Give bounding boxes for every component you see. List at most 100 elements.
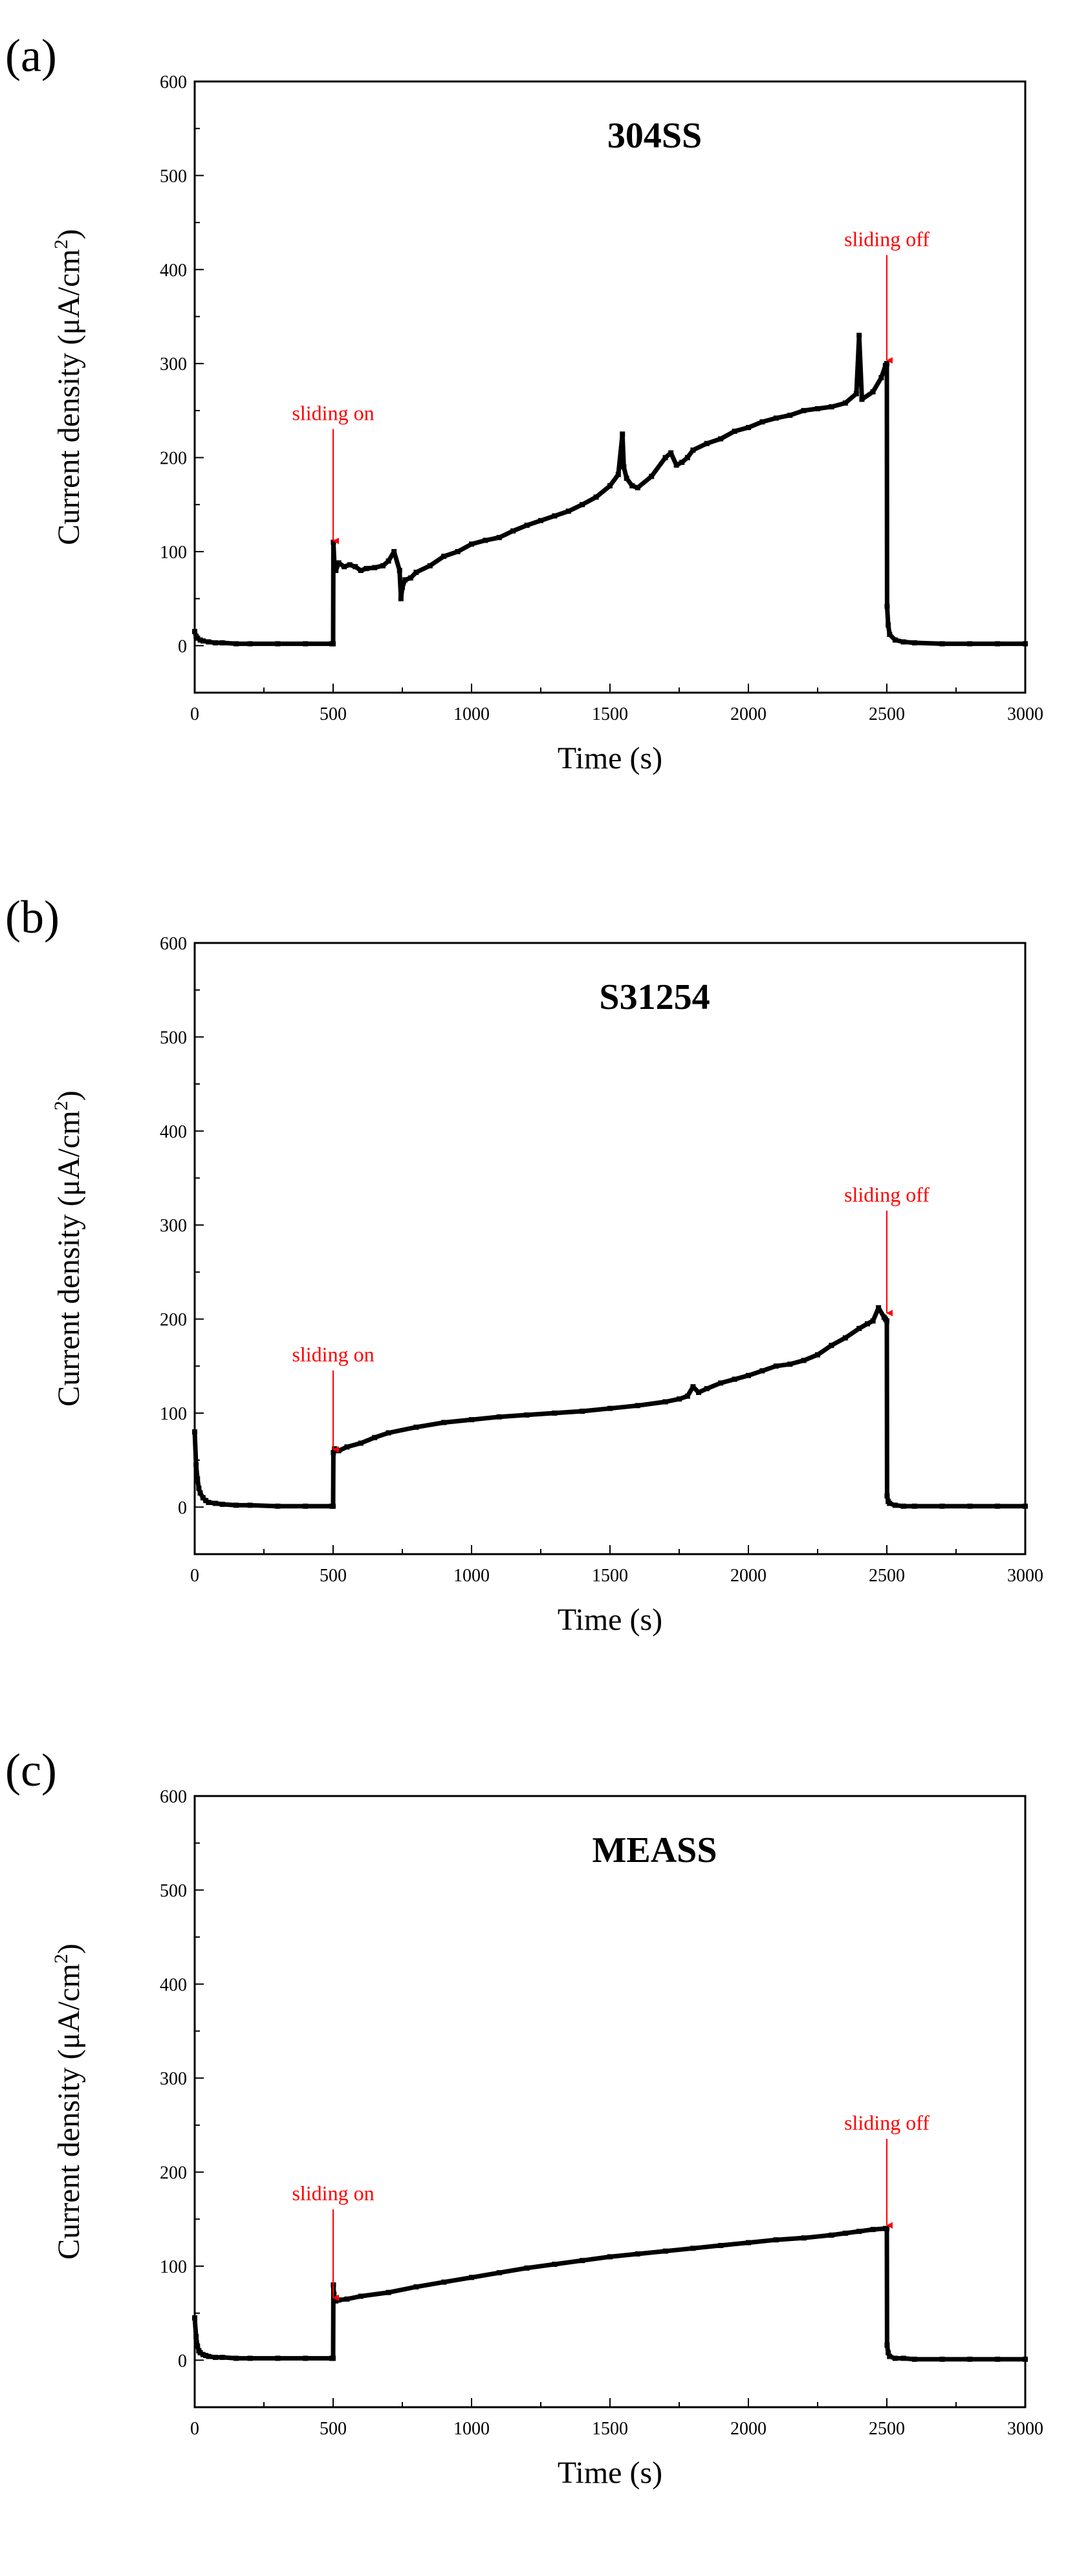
data-point — [884, 1318, 889, 1324]
data-point — [911, 1503, 917, 1509]
annotation-label: sliding off — [844, 227, 930, 250]
data-point — [331, 1503, 336, 1509]
data-point — [995, 641, 1001, 647]
chart-title: S31254 — [599, 977, 710, 1017]
data-point — [856, 1326, 862, 1332]
data-point — [886, 2350, 891, 2355]
data-point — [773, 2237, 779, 2243]
panel-label: (b) — [5, 891, 60, 943]
x-tick-label: 2500 — [869, 1566, 905, 1586]
data-point — [565, 508, 571, 514]
y-tick-label: 0 — [178, 2351, 187, 2371]
data-point — [303, 2355, 309, 2361]
data-point — [787, 413, 793, 418]
data-point — [759, 419, 765, 425]
x-tick-label: 1000 — [453, 2419, 490, 2439]
data-point — [193, 2333, 199, 2339]
data-point — [580, 1409, 585, 1414]
data-point — [870, 389, 876, 395]
data-point — [842, 400, 848, 406]
data-point — [801, 2235, 807, 2241]
data-point — [358, 1440, 364, 1446]
data-point — [413, 2284, 419, 2289]
data-point — [332, 563, 338, 568]
data-point — [455, 548, 461, 554]
data-point — [677, 1396, 682, 1402]
data-point — [892, 1502, 898, 1508]
annotation-label: sliding on — [292, 401, 374, 424]
annotation-label: sliding on — [292, 2181, 374, 2205]
y-tick-label: 200 — [160, 449, 187, 469]
data-point — [892, 637, 898, 643]
data-point — [336, 560, 342, 566]
data-point — [704, 440, 710, 446]
data-point — [662, 455, 668, 460]
data-point — [635, 1403, 640, 1409]
data-point — [336, 1448, 342, 1454]
x-tick-label: 500 — [320, 1566, 347, 1586]
panel-label: (a) — [5, 30, 57, 81]
x-tick-label: 1500 — [592, 1566, 628, 1586]
data-point — [275, 641, 281, 647]
y-tick-label: 600 — [160, 1787, 187, 1807]
data-point — [441, 554, 447, 559]
data-point — [219, 2354, 225, 2360]
data-point — [621, 464, 627, 470]
data-point — [842, 2231, 848, 2236]
chart-panel: (b) 0 100 200 300 400 500 600 0 500 1000 1500 2000 25… — [5, 891, 1043, 1637]
data-point — [580, 2258, 585, 2264]
chart-panel: (c) 0 100 200 300 400 500 600 0 500 1000 1500 2000 25… — [5, 1744, 1043, 2490]
data-point — [303, 1503, 309, 1509]
data-point — [192, 2315, 197, 2321]
data-point — [673, 462, 679, 468]
data-point — [195, 635, 201, 641]
y-axis-label: Current density (μA/cm2) — [50, 1090, 86, 1407]
data-series-line — [192, 333, 1025, 646]
data-point — [372, 565, 378, 570]
data-point — [690, 1384, 696, 1390]
data-point — [398, 596, 404, 601]
annotation-label: sliding off — [844, 2111, 930, 2134]
data-point — [195, 2343, 201, 2349]
data-point — [939, 1503, 945, 1509]
data-point — [801, 407, 807, 413]
y-tick-label: 100 — [160, 2257, 187, 2277]
x-tick-label: 2500 — [869, 704, 905, 724]
data-point — [552, 1410, 558, 1416]
data-point — [773, 1363, 779, 1369]
data-point — [234, 2355, 239, 2361]
data-point — [344, 1444, 350, 1450]
x-tick-label: 2500 — [869, 2419, 905, 2439]
x-tick-label: 3000 — [1007, 2419, 1043, 2439]
data-point — [483, 537, 488, 543]
data-point — [967, 2356, 973, 2362]
data-point — [197, 2350, 203, 2355]
data-point — [607, 483, 613, 489]
data-point — [884, 361, 889, 367]
data-point — [552, 513, 558, 519]
x-tick-label: 1000 — [453, 704, 490, 724]
data-point — [213, 2354, 219, 2360]
data-point — [829, 1343, 834, 1348]
data-point — [668, 450, 674, 456]
y-tick-label: 200 — [160, 1310, 187, 1330]
data-point — [695, 1389, 701, 1395]
data-point — [886, 622, 891, 628]
data-point — [496, 2270, 502, 2276]
x-tick-label: 3000 — [1007, 704, 1043, 724]
data-point — [1023, 641, 1028, 647]
data-point — [829, 2232, 834, 2238]
data-point — [704, 1386, 710, 1392]
data-point — [413, 569, 419, 575]
data-point — [684, 1393, 690, 1399]
data-point — [247, 641, 253, 647]
data-point — [580, 502, 585, 508]
data-point — [900, 2355, 906, 2361]
data-point — [386, 1430, 391, 1436]
data-point — [391, 548, 397, 554]
data-point — [815, 406, 820, 411]
data-point — [746, 2240, 751, 2246]
data-point — [206, 2354, 212, 2359]
data-point — [380, 563, 386, 568]
data-point — [469, 1417, 474, 1423]
